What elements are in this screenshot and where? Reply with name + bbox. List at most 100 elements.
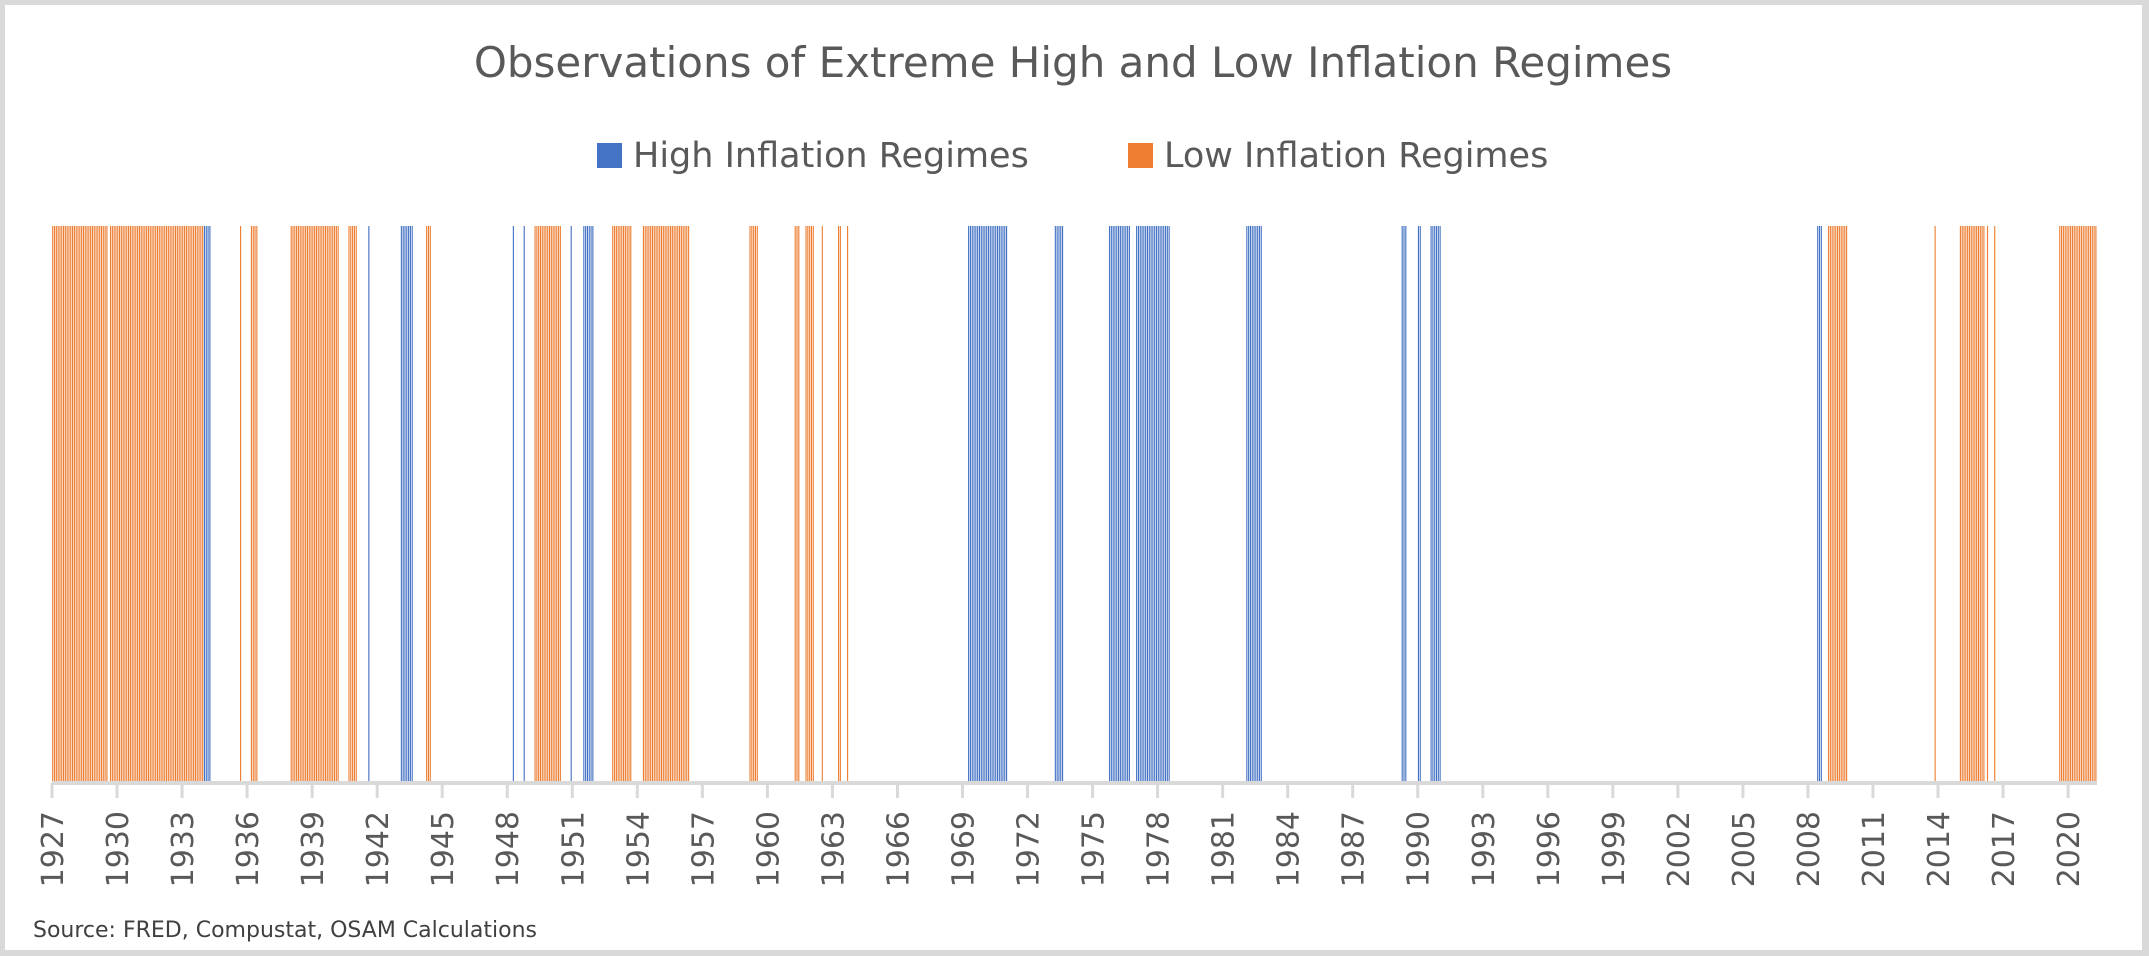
bar-low-inflation: [2075, 226, 2077, 781]
bar-low-inflation: [653, 226, 655, 781]
bar-low-inflation: [1963, 226, 1965, 781]
bar-high-inflation: [1058, 226, 1060, 781]
bar-low-inflation: [2066, 226, 2068, 781]
bar-high-inflation: [409, 226, 411, 781]
bar-low-inflation: [1979, 226, 1981, 781]
bar-high-inflation: [1155, 226, 1158, 781]
chart-frame: Observations of Extreme High and Low Inf…: [5, 5, 2142, 950]
bar-low-inflation: [427, 226, 430, 781]
x-axis-tick-label: 1981: [1207, 811, 1242, 887]
x-axis-tick-label: 2005: [1727, 811, 1762, 887]
bar-low-inflation: [146, 226, 148, 781]
bar-low-inflation: [2084, 226, 2086, 781]
x-axis-tick-label: 2011: [1857, 811, 1892, 887]
bar-low-inflation: [646, 226, 648, 781]
bar-high-inflation: [207, 226, 209, 781]
bar-low-inflation: [680, 226, 682, 781]
bar-low-inflation: [332, 226, 334, 781]
bar-low-inflation: [664, 226, 666, 781]
bar-low-inflation: [624, 226, 626, 781]
bar-low-inflation: [167, 226, 169, 781]
x-axis-tick-label: 1999: [1597, 811, 1632, 887]
bar-low-inflation: [100, 226, 103, 781]
bar-low-inflation: [310, 226, 312, 781]
bar-low-inflation: [684, 226, 686, 781]
bar-low-inflation: [194, 226, 196, 781]
x-axis-tick-label: 1951: [556, 811, 591, 887]
bar-low-inflation: [2088, 226, 2090, 781]
x-axis-tick-label: 1993: [1467, 811, 1502, 887]
bar-low-inflation: [77, 226, 79, 781]
x-axis-tick-label: 2008: [1792, 811, 1827, 887]
bar-high-inflation: [984, 226, 986, 781]
bar-high-inflation: [588, 226, 590, 781]
bar-low-inflation: [256, 226, 258, 781]
bar-low-inflation: [348, 226, 350, 781]
bar-high-inflation: [995, 226, 997, 781]
bar-high-inflation: [1817, 226, 1819, 781]
bar-high-inflation: [1119, 226, 1121, 781]
bar-low-inflation: [178, 226, 180, 781]
bar-low-inflation: [810, 226, 813, 781]
bar-high-inflation: [523, 226, 525, 781]
bar-low-inflation: [323, 226, 325, 781]
bar-low-inflation: [837, 226, 840, 781]
chart-svg: Observations of Extreme High and Low Inf…: [33, 38, 2097, 943]
bar-low-inflation: [191, 226, 193, 781]
bar-low-inflation: [350, 226, 352, 781]
x-axis-tick-label: 1975: [1077, 811, 1112, 887]
bar-high-inflation: [1062, 226, 1064, 781]
bar-high-inflation: [1253, 226, 1255, 781]
bar-high-inflation: [1161, 226, 1163, 781]
bar-low-inflation: [312, 226, 314, 781]
bar-low-inflation: [142, 226, 144, 781]
bar-high-inflation: [1248, 226, 1250, 781]
x-axis-tick-label: 1957: [686, 811, 721, 887]
bar-high-inflation: [1000, 226, 1002, 781]
bar-low-inflation: [642, 226, 645, 781]
bar-low-inflation: [671, 226, 673, 781]
bar-high-inflation: [1820, 226, 1822, 781]
bar-low-inflation: [650, 226, 652, 781]
bar-low-inflation: [679, 226, 681, 781]
bar-high-inflation: [1163, 226, 1165, 781]
bar-high-inflation: [1114, 226, 1116, 781]
bar-low-inflation: [240, 226, 242, 781]
bar-low-inflation: [297, 226, 299, 781]
bar-high-inflation: [400, 226, 402, 781]
bar-low-inflation: [62, 226, 65, 781]
bar-low-inflation: [2077, 226, 2079, 781]
x-axis-tick-label: 1936: [231, 811, 266, 887]
bar-low-inflation: [133, 226, 135, 781]
bar-high-inflation: [209, 226, 211, 781]
bar-high-inflation: [973, 226, 975, 781]
bar-high-inflation: [1002, 226, 1004, 781]
bar-high-inflation: [1004, 226, 1006, 781]
bar-low-inflation: [185, 226, 187, 781]
bar-low-inflation: [254, 226, 256, 781]
bar-low-inflation: [252, 226, 254, 781]
bar-low-inflation: [314, 226, 316, 781]
bar-low-inflation: [630, 226, 632, 781]
x-axis-tick-label: 1966: [881, 811, 916, 887]
bar-low-inflation: [2079, 226, 2081, 781]
bar-low-inflation: [796, 226, 798, 781]
bar-low-inflation: [1842, 226, 1844, 781]
bar-high-inflation: [1123, 226, 1125, 781]
x-axis-tick-labels: 1927 1930 1933 1936 1939 1942 1945 1948 1951 1954…: [36, 811, 2087, 887]
bar-high-inflation: [1168, 226, 1170, 781]
bar-high-inflation: [570, 226, 572, 781]
bar-low-inflation: [111, 226, 113, 781]
bar-low-inflation: [301, 226, 303, 781]
bar-low-inflation: [53, 226, 56, 781]
bar-low-inflation: [662, 226, 664, 781]
bar-low-inflation: [52, 226, 54, 781]
bar-low-inflation: [140, 226, 142, 781]
bar-high-inflation: [1432, 226, 1434, 781]
bar-high-inflation: [975, 226, 977, 781]
bar-low-inflation: [623, 226, 625, 781]
bar-low-inflation: [355, 226, 357, 781]
bar-high-inflation: [205, 226, 207, 781]
bar-low-inflation: [117, 226, 119, 781]
bar-high-inflation: [1146, 226, 1149, 781]
